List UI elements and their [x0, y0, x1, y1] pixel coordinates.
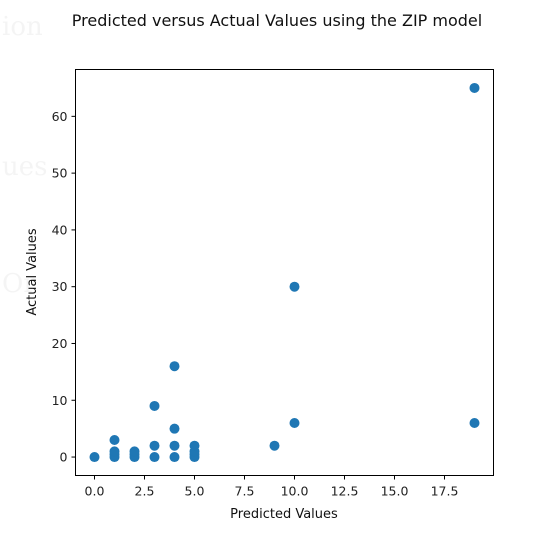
data-point [149, 400, 160, 411]
x-tick-label: 7.5 [235, 484, 255, 499]
data-point [289, 281, 300, 292]
y-tick-label: 0 [60, 450, 68, 465]
background-ghost-text: ion [2, 12, 43, 42]
data-point [189, 440, 200, 451]
data-point [109, 435, 120, 446]
x-tick-label: 5.0 [185, 484, 205, 499]
data-point [269, 440, 280, 451]
x-tick-label: 0.0 [85, 484, 105, 499]
x-tick-label: 10.0 [281, 484, 309, 499]
data-point [169, 361, 180, 372]
data-point [149, 452, 160, 463]
x-tick-label: 12.5 [331, 484, 359, 499]
x-tick-label: 15.0 [381, 484, 409, 499]
data-point [169, 440, 180, 451]
data-point [109, 446, 120, 457]
background-ghost-text: ues [2, 152, 47, 182]
x-axis: 0.0 2.5 5.0 7.5 10.0 12.5 15.0 17.5 [85, 475, 459, 499]
x-tick-label: 2.5 [135, 484, 155, 499]
data-point [289, 417, 300, 428]
y-tick-label: 20 [52, 336, 68, 351]
data-point [129, 446, 140, 457]
data-point [469, 82, 480, 93]
chart-title: Predicted versus Actual Values using the… [72, 11, 482, 30]
data-points [89, 82, 480, 463]
x-axis-label: Predicted Values [230, 507, 338, 522]
x-tick-label: 17.5 [431, 484, 459, 499]
data-point [149, 440, 160, 451]
data-point [169, 452, 180, 463]
y-tick-label: 30 [52, 279, 68, 294]
y-tick-label: 50 [52, 166, 68, 181]
data-point [89, 452, 100, 463]
data-point [469, 417, 480, 428]
data-point [169, 423, 180, 434]
y-axis-label: Actual Values [25, 228, 40, 316]
y-axis: 0 10 20 30 40 50 60 [52, 109, 76, 465]
y-tick-label: 60 [52, 109, 68, 124]
plot-area [75, 69, 494, 476]
y-tick-label: 10 [52, 393, 68, 408]
y-tick-label: 40 [52, 222, 68, 237]
background-ghost-text: Or [2, 269, 36, 299]
